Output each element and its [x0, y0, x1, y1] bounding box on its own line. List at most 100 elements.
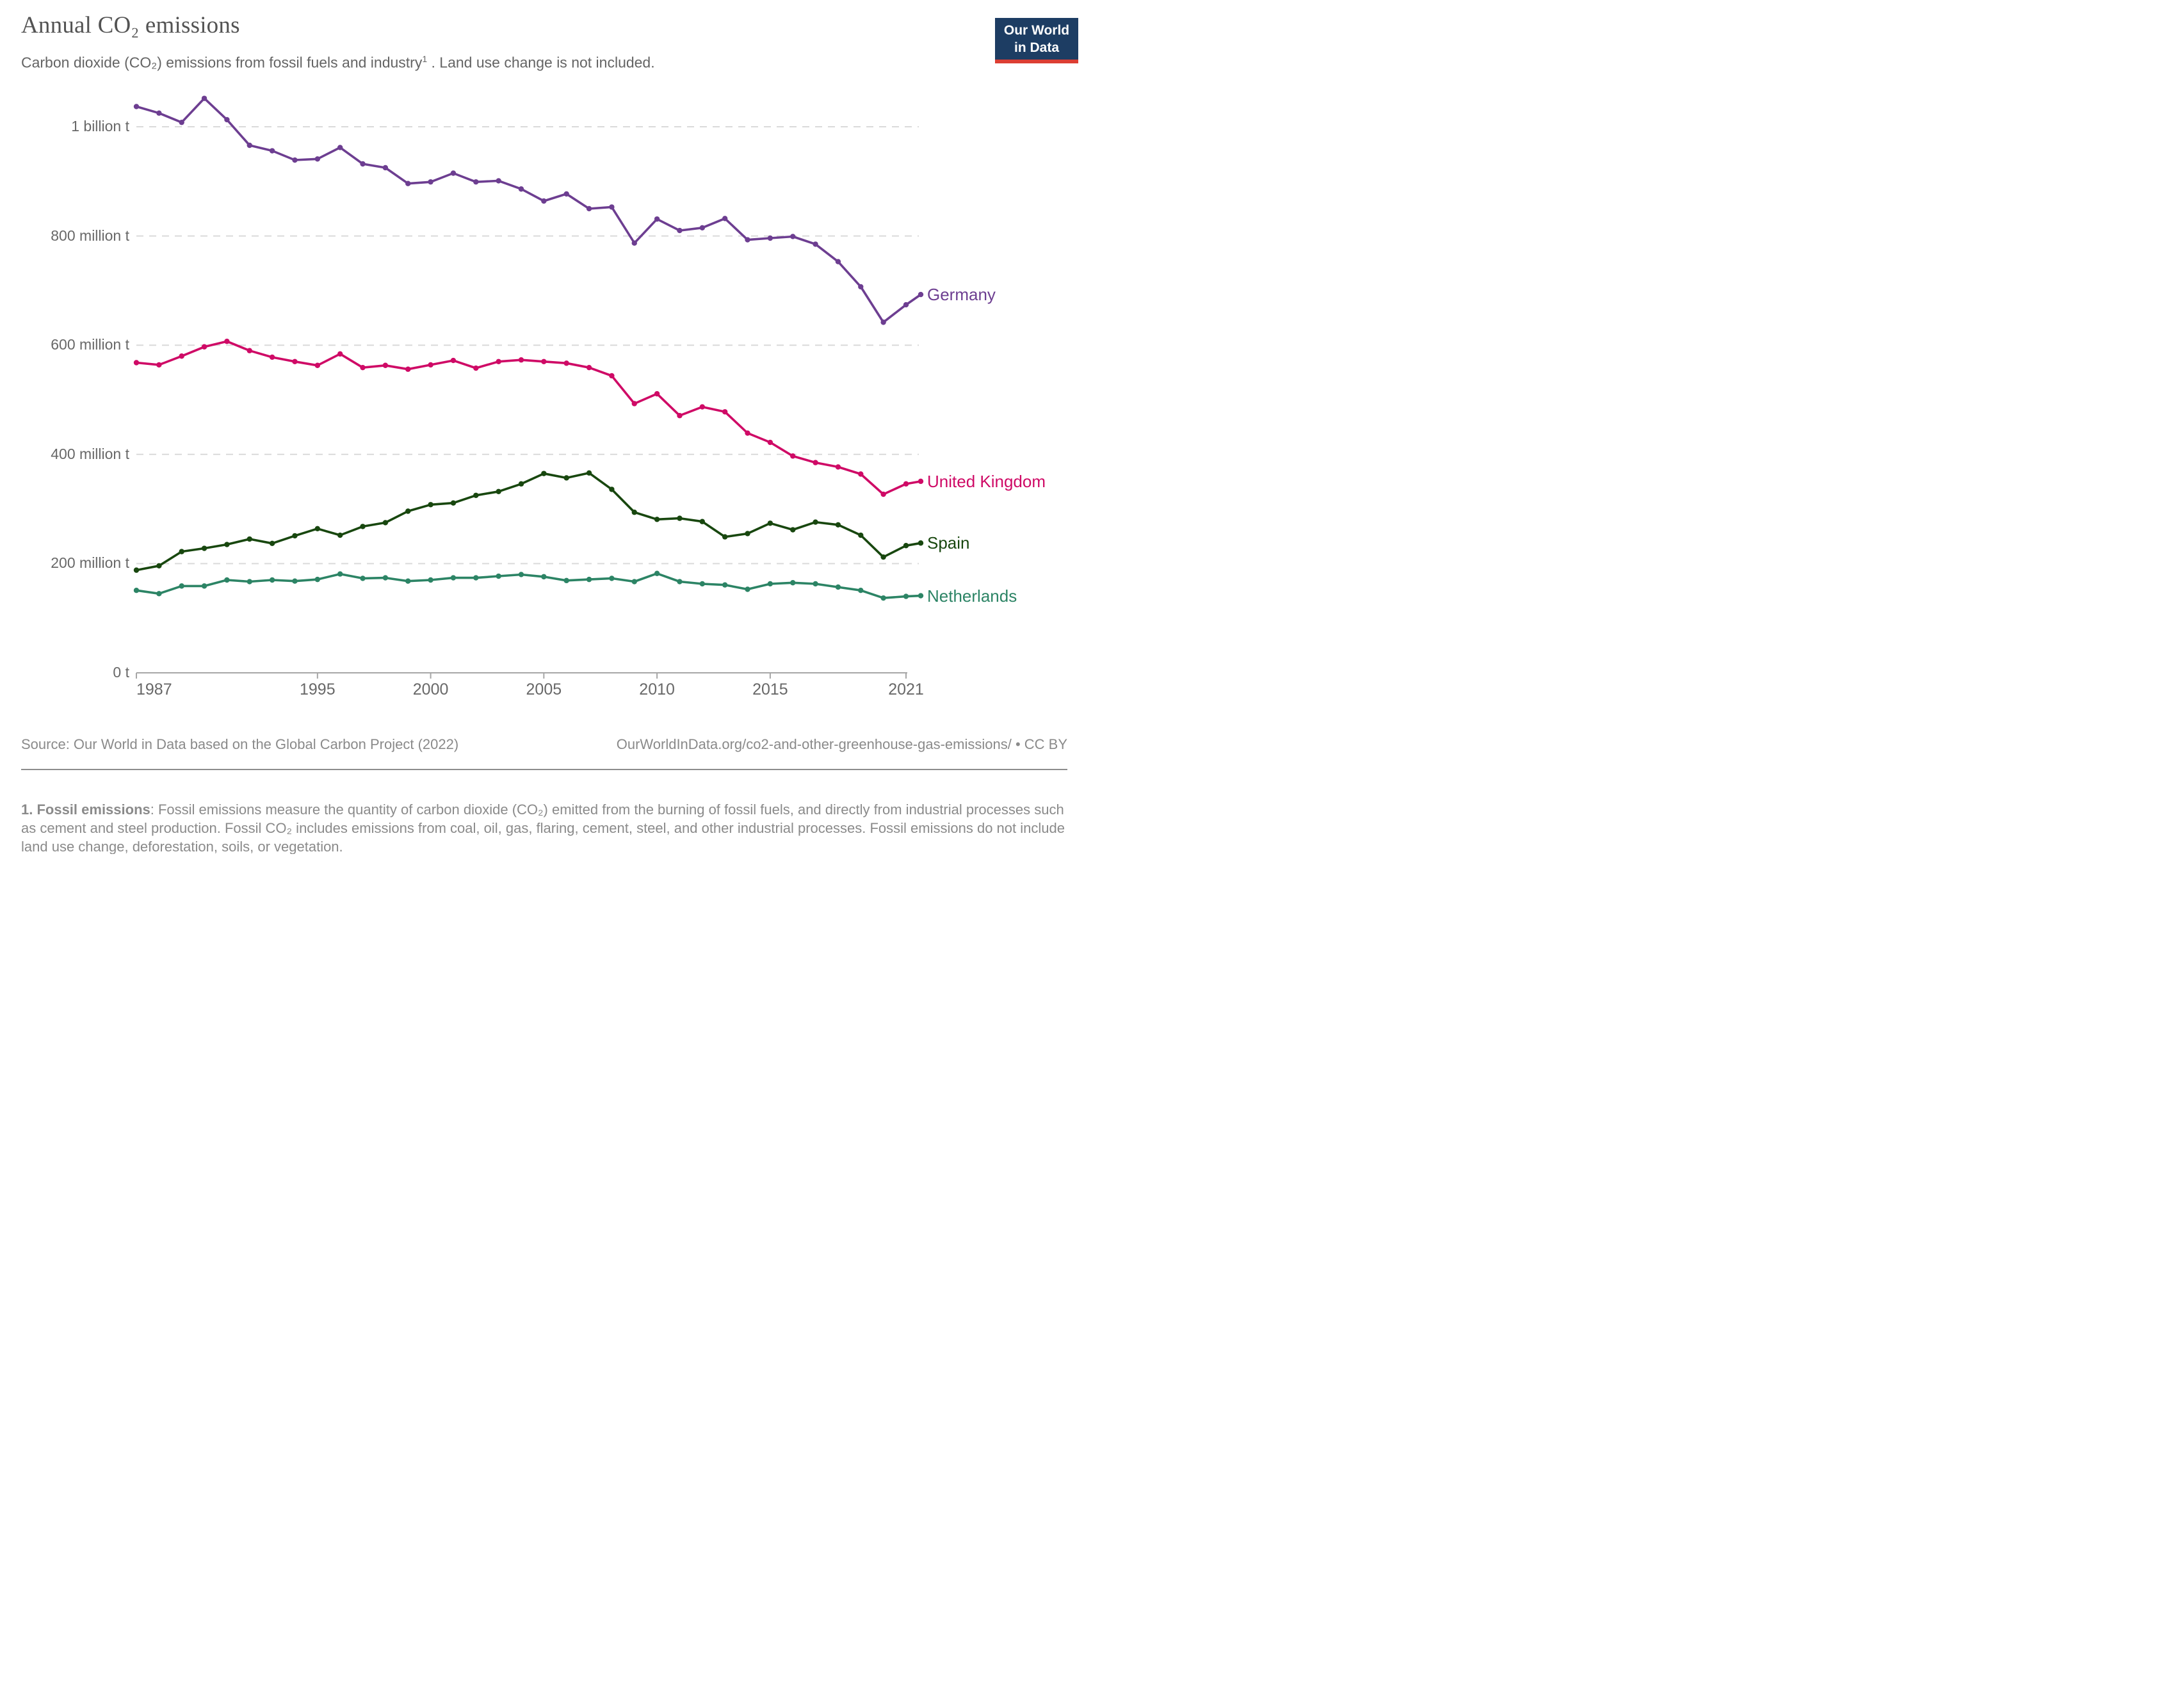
- germany-point[interactable]: [314, 156, 321, 162]
- netherlands-point[interactable]: [337, 571, 343, 577]
- netherlands-point[interactable]: [790, 580, 796, 586]
- united-kingdom-point[interactable]: [813, 460, 818, 465]
- netherlands-point[interactable]: [880, 595, 886, 601]
- united-kingdom-point[interactable]: [292, 359, 298, 364]
- spain-point[interactable]: [314, 526, 321, 532]
- germany-point[interactable]: [699, 225, 706, 231]
- united-kingdom-line[interactable]: [135, 340, 922, 495]
- netherlands-point[interactable]: [609, 576, 615, 581]
- germany-point[interactable]: [563, 191, 569, 197]
- united-kingdom-point[interactable]: [496, 359, 501, 364]
- united-kingdom-point[interactable]: [360, 364, 366, 371]
- series-label-spain[interactable]: Spain: [927, 533, 970, 553]
- germany-point[interactable]: [745, 237, 750, 243]
- owid-logo[interactable]: Our World in Data: [995, 18, 1078, 63]
- united-kingdom-point[interactable]: [156, 362, 162, 368]
- united-kingdom-point[interactable]: [745, 430, 750, 436]
- germany-point[interactable]: [382, 165, 389, 171]
- spain-line[interactable]: [135, 472, 922, 572]
- netherlands-point[interactable]: [450, 575, 457, 581]
- germany-point[interactable]: [360, 161, 366, 167]
- united-kingdom-point[interactable]: [903, 481, 909, 487]
- spain-point[interactable]: [699, 519, 706, 524]
- spain-point[interactable]: [767, 520, 773, 526]
- spain-point[interactable]: [903, 543, 909, 549]
- spain-point[interactable]: [790, 527, 796, 533]
- spain-point[interactable]: [428, 502, 433, 508]
- germany-point[interactable]: [405, 181, 411, 186]
- germany-point[interactable]: [473, 179, 479, 185]
- united-kingdom-point[interactable]: [563, 360, 569, 366]
- spain-point[interactable]: [247, 536, 252, 542]
- spain-point[interactable]: [722, 534, 728, 540]
- spain-point[interactable]: [745, 531, 750, 536]
- netherlands-point[interactable]: [677, 579, 683, 584]
- germany-point[interactable]: [858, 284, 864, 290]
- spain-point[interactable]: [292, 533, 298, 539]
- netherlands-point[interactable]: [360, 576, 366, 581]
- source-link[interactable]: OurWorldInData.org/co2-and-other-greenho…: [616, 736, 1067, 752]
- netherlands-point[interactable]: [631, 579, 637, 584]
- netherlands-point[interactable]: [201, 583, 207, 589]
- united-kingdom-point[interactable]: [382, 362, 389, 368]
- series-label-germany[interactable]: Germany: [927, 285, 996, 305]
- germany-point[interactable]: [133, 104, 140, 109]
- netherlands-point[interactable]: [382, 575, 389, 581]
- germany-point[interactable]: [722, 216, 728, 222]
- germany-point[interactable]: [835, 259, 841, 264]
- netherlands-point[interactable]: [767, 581, 773, 587]
- germany-point[interactable]: [541, 198, 547, 204]
- germany-point[interactable]: [179, 119, 184, 125]
- netherlands-point[interactable]: [292, 578, 298, 584]
- spain-point[interactable]: [609, 487, 615, 492]
- spain-point[interactable]: [813, 519, 818, 525]
- united-kingdom-point[interactable]: [767, 439, 773, 446]
- series-label-united-kingdom[interactable]: United Kingdom: [927, 471, 1046, 491]
- germany-line[interactable]: [135, 97, 922, 324]
- united-kingdom-point[interactable]: [247, 348, 252, 353]
- netherlands-point[interactable]: [745, 586, 750, 592]
- united-kingdom-point[interactable]: [609, 373, 615, 379]
- netherlands-point[interactable]: [133, 587, 140, 593]
- netherlands-point[interactable]: [835, 584, 841, 590]
- spain-point[interactable]: [224, 542, 230, 547]
- germany-point[interactable]: [654, 216, 660, 222]
- spain-point[interactable]: [473, 492, 479, 498]
- united-kingdom-point[interactable]: [541, 359, 547, 364]
- spain-point[interactable]: [133, 567, 140, 573]
- spain-point[interactable]: [269, 540, 275, 547]
- germany-point[interactable]: [269, 148, 275, 154]
- germany-point[interactable]: [496, 178, 501, 184]
- germany-point[interactable]: [247, 142, 252, 149]
- germany-point[interactable]: [518, 186, 524, 192]
- united-kingdom-point[interactable]: [201, 344, 207, 350]
- spain-point[interactable]: [677, 515, 683, 521]
- spain-point[interactable]: [880, 554, 886, 560]
- germany-point[interactable]: [790, 234, 796, 239]
- united-kingdom-point[interactable]: [473, 365, 479, 371]
- united-kingdom-point[interactable]: [699, 404, 706, 410]
- netherlands-point[interactable]: [473, 575, 479, 581]
- netherlands-point[interactable]: [156, 591, 162, 597]
- united-kingdom-point[interactable]: [677, 413, 683, 419]
- united-kingdom-point[interactable]: [586, 364, 592, 371]
- united-kingdom-point[interactable]: [450, 357, 457, 364]
- united-kingdom-point[interactable]: [337, 351, 343, 357]
- united-kingdom-point[interactable]: [179, 353, 184, 359]
- netherlands-point[interactable]: [858, 587, 864, 593]
- united-kingdom-point[interactable]: [835, 464, 841, 470]
- spain-point[interactable]: [835, 522, 841, 528]
- united-kingdom-point[interactable]: [224, 339, 230, 344]
- netherlands-point[interactable]: [654, 570, 660, 576]
- netherlands-point[interactable]: [428, 577, 433, 583]
- spain-point[interactable]: [563, 475, 569, 481]
- netherlands-point[interactable]: [269, 577, 275, 583]
- netherlands-line[interactable]: [135, 572, 922, 599]
- germany-point[interactable]: [201, 95, 207, 101]
- netherlands-point[interactable]: [179, 583, 184, 589]
- united-kingdom-point[interactable]: [880, 491, 886, 497]
- netherlands-point[interactable]: [586, 576, 592, 583]
- spain-point[interactable]: [382, 520, 389, 526]
- germany-point[interactable]: [903, 302, 909, 308]
- united-kingdom-point[interactable]: [790, 453, 796, 459]
